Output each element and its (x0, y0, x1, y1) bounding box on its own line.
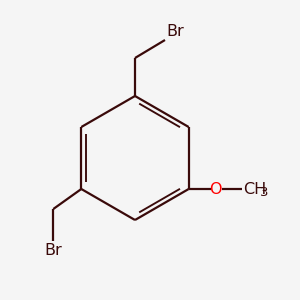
Text: Br: Br (166, 24, 184, 39)
Text: CH: CH (243, 182, 266, 196)
Text: 3: 3 (260, 185, 268, 199)
Text: Br: Br (44, 243, 62, 258)
Text: O: O (209, 182, 222, 196)
